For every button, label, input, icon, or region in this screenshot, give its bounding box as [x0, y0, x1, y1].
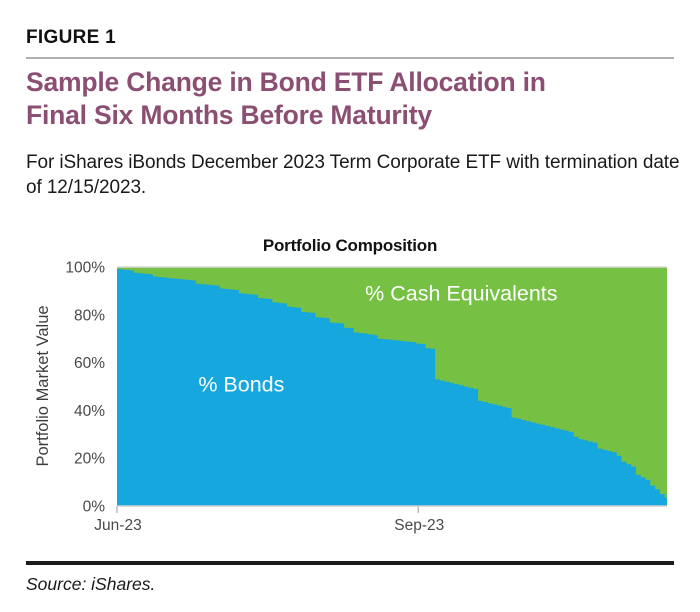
y-axis-tick-label: 60%	[74, 355, 105, 372]
figure-title-line-1: Sample Change in Bond ETF Allocation in	[26, 67, 546, 97]
footer-divider-rule	[26, 561, 674, 565]
chart-y-axis-title-group: Portfolio Market Value	[34, 305, 52, 466]
bonds-area	[117, 268, 667, 506]
x-axis-tick-label: Sep-23	[394, 517, 444, 534]
y-axis-tick-label: 20%	[74, 451, 105, 468]
y-axis-tick-label: 40%	[74, 403, 105, 420]
chart-container: Portfolio Composition Portfolio Market V…	[0, 228, 700, 538]
y-axis-tick-label: 100%	[65, 260, 105, 277]
series-annotations: % Bonds % Cash Equivalents	[198, 281, 557, 396]
x-axis-tick-label: Jun-23	[94, 517, 141, 534]
figure-title: Sample Change in Bond ETF Allocation in …	[26, 66, 678, 131]
y-axis-tick-label: 0%	[83, 499, 106, 516]
y-axis-tick-label: 80%	[74, 307, 105, 324]
series-inline-label: % Bonds	[198, 372, 284, 396]
figure-title-line-2: Final Six Months Before Maturity	[26, 99, 432, 130]
portfolio-composition-area-chart: Portfolio Market Value 0% 20% 40% 60% 80% 100…	[34, 260, 667, 534]
figure-label: FIGURE 1	[26, 27, 117, 48]
y-axis-title: Portfolio Market Value	[34, 305, 52, 466]
figure-subtitle: For iShares iBonds December 2023 Term Co…	[26, 150, 682, 200]
source-note: Source: iShares.	[26, 574, 156, 594]
plot-area	[117, 266, 667, 507]
y-axis-ticks: 0% 20% 40% 60% 80% 100%	[65, 260, 105, 516]
x-axis-ticks: Jun-23 Sep-23	[94, 506, 444, 534]
header-divider-rule	[26, 57, 674, 59]
figure-subtitle-line-1: For iShares iBonds December 2023 Term Co…	[26, 152, 540, 173]
figure-subtitle-line-2: termination date of 12/15/2023.	[26, 152, 680, 199]
series-inline-label: % Cash Equivalents	[365, 281, 557, 305]
chart-title: Portfolio Composition	[262, 236, 438, 255]
